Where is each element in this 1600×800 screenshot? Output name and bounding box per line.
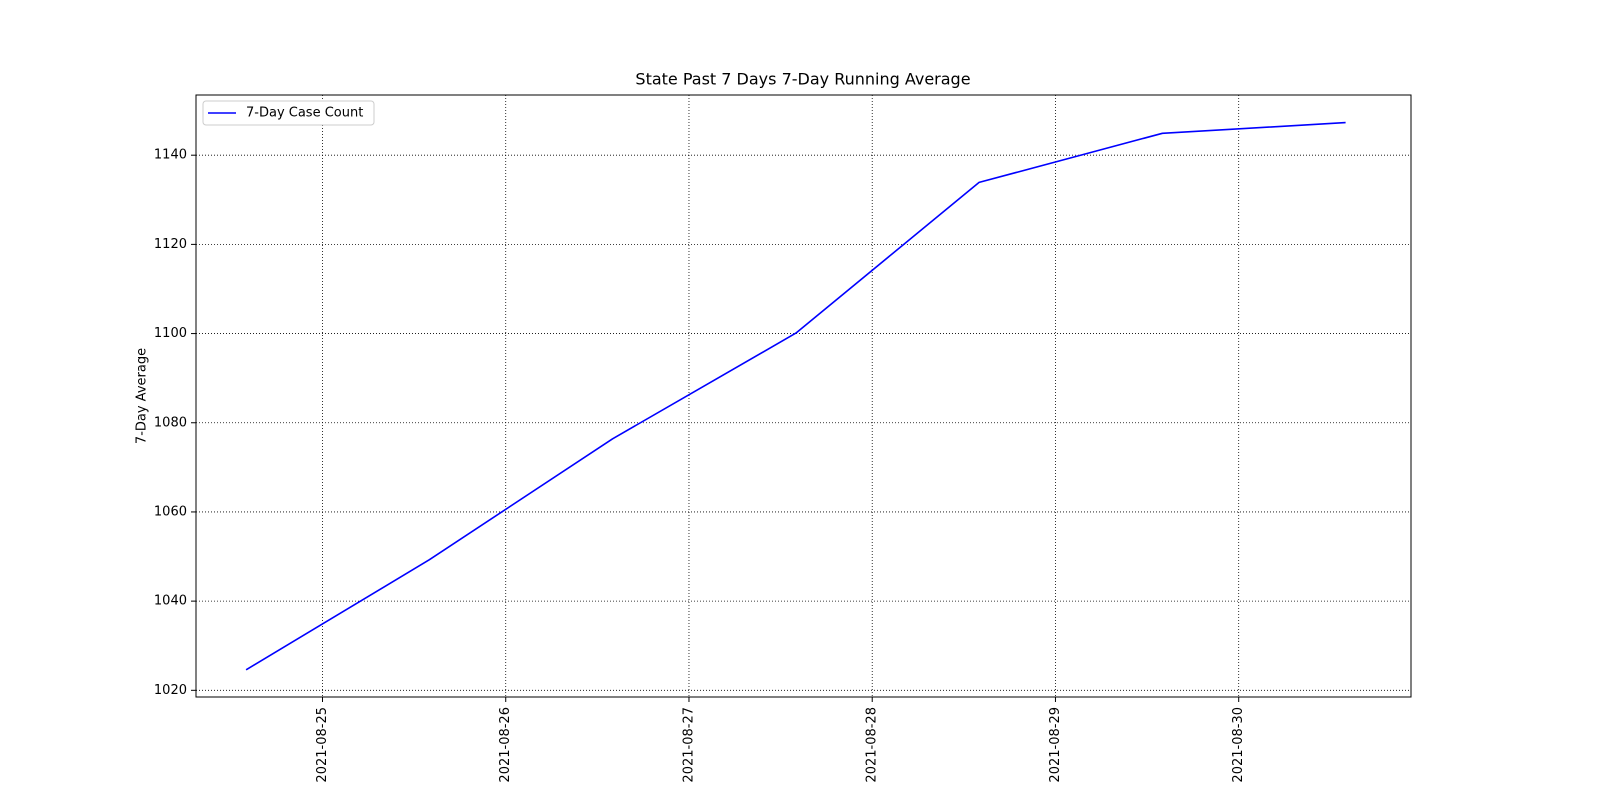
grid — [196, 95, 1411, 697]
x-tick-label: 2021-08-29 — [1048, 707, 1063, 783]
y-axis-label: 7-Day Average — [135, 348, 150, 444]
y-tick-label: 1120 — [154, 237, 187, 252]
y-tick-label: 1020 — [154, 683, 187, 698]
x-tick-label: 2021-08-25 — [315, 707, 330, 783]
x-tick-label: 2021-08-26 — [498, 707, 513, 783]
legend-label: 7-Day Case Count — [246, 106, 363, 121]
chart-title: State Past 7 Days 7-Day Running Average — [635, 70, 970, 89]
y-tick-label: 1080 — [154, 415, 187, 430]
y-tick-label: 1040 — [154, 594, 187, 609]
legend-box — [202, 100, 375, 126]
x-tick-label: 2021-08-27 — [681, 707, 696, 783]
x-tick-label: 2021-08-30 — [1231, 707, 1246, 783]
series-line — [245, 121, 1346, 671]
y-tick-label: 1140 — [154, 148, 187, 163]
series-layer — [245, 121, 1346, 671]
y-tick-label: 1100 — [154, 326, 187, 341]
plot-frame — [195, 94, 1412, 698]
x-tick-label: 2021-08-28 — [865, 707, 880, 783]
legend: 7-Day Case Count — [202, 100, 375, 126]
axis-ticks: 2021-08-25 2021-08-26 2021-08-27 2021-08-28… — [154, 148, 1246, 783]
y-tick-label: 1060 — [154, 504, 187, 519]
